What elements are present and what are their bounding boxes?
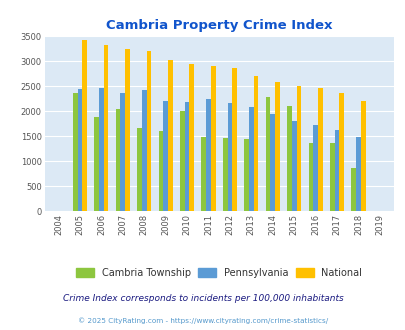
Bar: [115, 109, 120, 211]
Bar: [360, 101, 364, 211]
Bar: [313, 125, 317, 211]
Bar: [158, 131, 163, 211]
Bar: [210, 66, 215, 211]
Bar: [253, 76, 258, 211]
Legend: Cambria Township, Pennsylvania, National: Cambria Township, Pennsylvania, National: [73, 265, 364, 281]
Bar: [286, 106, 291, 211]
Bar: [179, 111, 184, 211]
Bar: [329, 143, 334, 211]
Bar: [82, 40, 87, 211]
Bar: [296, 86, 301, 211]
Bar: [120, 93, 125, 211]
Bar: [163, 101, 168, 211]
Bar: [317, 88, 322, 211]
Bar: [334, 130, 339, 211]
Bar: [206, 99, 210, 211]
Bar: [291, 121, 296, 211]
Bar: [201, 137, 206, 211]
Bar: [248, 107, 253, 211]
Text: © 2025 CityRating.com - https://www.cityrating.com/crime-statistics/: © 2025 CityRating.com - https://www.city…: [78, 317, 327, 324]
Bar: [308, 143, 313, 211]
Bar: [244, 140, 248, 211]
Bar: [275, 82, 279, 211]
Bar: [189, 64, 194, 211]
Bar: [265, 97, 270, 211]
Bar: [222, 139, 227, 211]
Bar: [227, 103, 232, 211]
Bar: [77, 89, 82, 211]
Bar: [184, 102, 189, 211]
Bar: [232, 68, 237, 211]
Bar: [355, 137, 360, 211]
Bar: [73, 93, 77, 211]
Bar: [339, 93, 343, 211]
Bar: [94, 117, 99, 211]
Bar: [125, 49, 130, 211]
Bar: [142, 90, 146, 211]
Bar: [270, 114, 275, 211]
Bar: [99, 88, 104, 211]
Bar: [146, 51, 151, 211]
Bar: [104, 45, 108, 211]
Bar: [168, 59, 173, 211]
Title: Cambria Property Crime Index: Cambria Property Crime Index: [106, 19, 332, 32]
Bar: [351, 168, 355, 211]
Bar: [137, 128, 142, 211]
Text: Crime Index corresponds to incidents per 100,000 inhabitants: Crime Index corresponds to incidents per…: [62, 294, 343, 303]
